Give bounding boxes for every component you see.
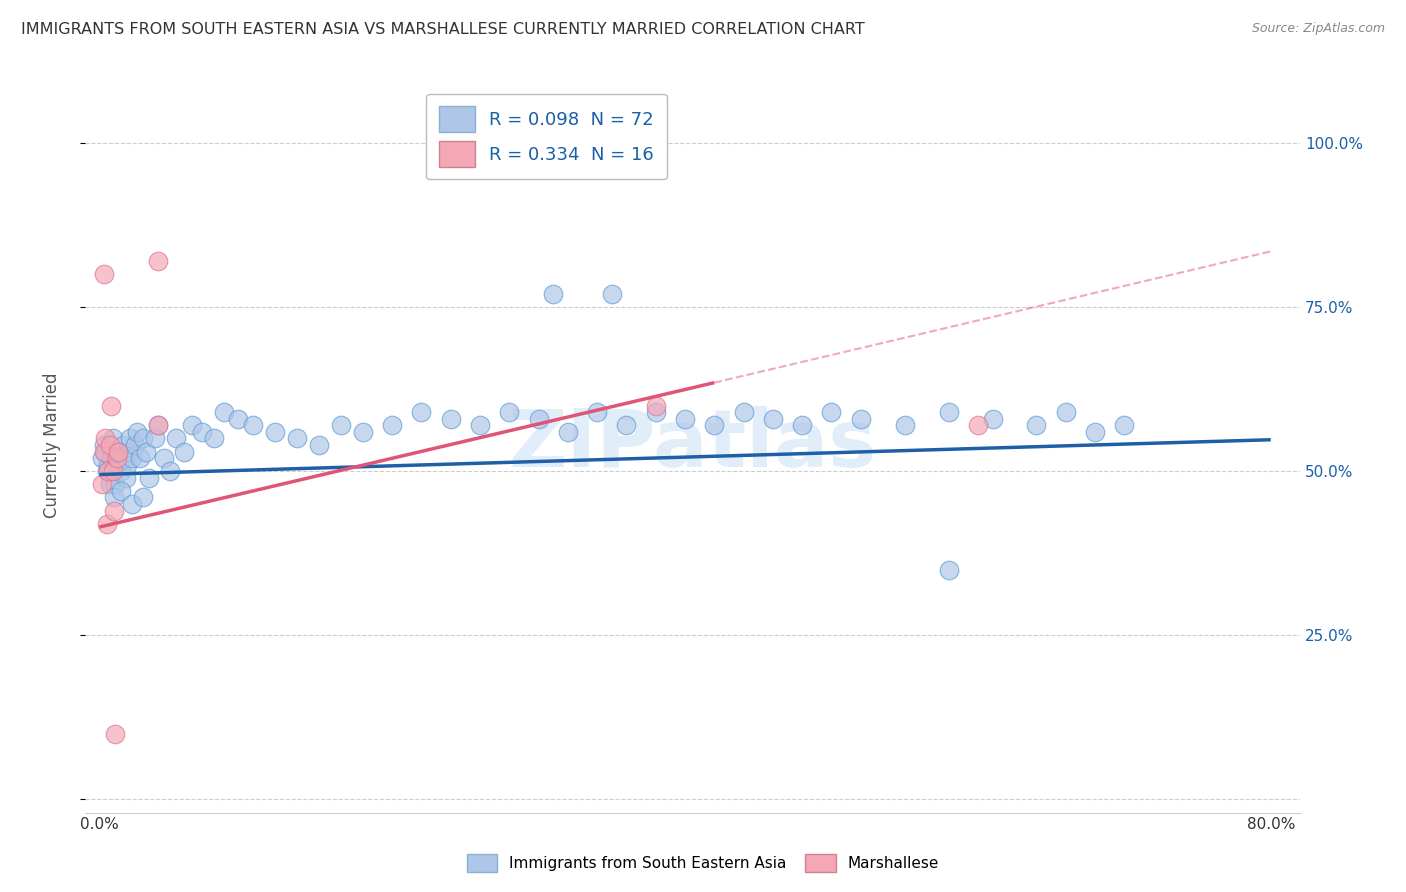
- Point: [264, 425, 287, 439]
- Point: [644, 405, 666, 419]
- Point: [527, 411, 550, 425]
- Point: [94, 432, 117, 446]
- Point: [938, 405, 960, 419]
- Point: [96, 516, 118, 531]
- Point: [762, 411, 785, 425]
- Point: [191, 425, 214, 439]
- Point: [97, 464, 120, 478]
- Point: [93, 444, 115, 458]
- Point: [96, 464, 118, 478]
- Point: [165, 432, 187, 446]
- Point: [212, 405, 235, 419]
- Text: Source: ZipAtlas.com: Source: ZipAtlas.com: [1251, 22, 1385, 36]
- Point: [820, 405, 842, 419]
- Point: [118, 444, 141, 458]
- Point: [146, 254, 169, 268]
- Point: [586, 405, 609, 419]
- Point: [152, 451, 174, 466]
- Point: [498, 405, 520, 419]
- Point: [285, 432, 308, 446]
- Text: ZIPatlas: ZIPatlas: [508, 406, 876, 484]
- Y-axis label: Currently Married: Currently Married: [44, 372, 60, 517]
- Point: [108, 444, 131, 458]
- Point: [100, 451, 122, 466]
- Point: [91, 477, 114, 491]
- Point: [1025, 418, 1047, 433]
- Point: [143, 432, 166, 446]
- Point: [893, 418, 915, 433]
- Point: [381, 418, 404, 433]
- Point: [110, 464, 132, 478]
- Point: [792, 418, 814, 433]
- Point: [557, 425, 579, 439]
- Point: [703, 418, 725, 433]
- Point: [114, 471, 136, 485]
- Point: [112, 451, 135, 466]
- Point: [103, 503, 125, 517]
- Point: [97, 458, 120, 472]
- Point: [673, 411, 696, 425]
- Point: [600, 287, 623, 301]
- Point: [616, 418, 638, 433]
- Point: [132, 491, 155, 505]
- Point: [132, 432, 155, 446]
- Point: [105, 451, 128, 466]
- Point: [180, 418, 202, 433]
- Point: [115, 458, 138, 472]
- Point: [543, 287, 565, 301]
- Point: [159, 464, 181, 478]
- Point: [146, 418, 169, 433]
- Point: [135, 444, 157, 458]
- Point: [98, 477, 121, 491]
- Point: [127, 425, 149, 439]
- Point: [107, 458, 129, 472]
- Point: [93, 438, 115, 452]
- Point: [120, 432, 142, 446]
- Point: [100, 399, 122, 413]
- Point: [468, 418, 491, 433]
- Point: [104, 477, 127, 491]
- Legend: R = 0.098  N = 72, R = 0.334  N = 16: R = 0.098 N = 72, R = 0.334 N = 16: [426, 94, 666, 179]
- Point: [1054, 405, 1077, 419]
- Point: [173, 444, 195, 458]
- Point: [103, 464, 125, 478]
- Point: [1114, 418, 1136, 433]
- Point: [849, 411, 872, 425]
- Point: [938, 563, 960, 577]
- Point: [146, 418, 169, 433]
- Point: [121, 451, 143, 466]
- Point: [98, 438, 121, 452]
- Point: [228, 411, 250, 425]
- Point: [93, 268, 115, 282]
- Point: [308, 438, 330, 452]
- Point: [411, 405, 433, 419]
- Point: [103, 491, 125, 505]
- Point: [107, 444, 129, 458]
- Point: [967, 418, 990, 433]
- Point: [330, 418, 353, 433]
- Point: [644, 399, 666, 413]
- Point: [94, 444, 117, 458]
- Point: [111, 438, 134, 452]
- Point: [138, 471, 160, 485]
- Point: [733, 405, 755, 419]
- Legend: Immigrants from South Eastern Asia, Marshallese: Immigrants from South Eastern Asia, Mars…: [458, 846, 948, 880]
- Point: [121, 497, 143, 511]
- Point: [110, 483, 132, 498]
- Point: [101, 432, 124, 446]
- Point: [981, 411, 1004, 425]
- Point: [1084, 425, 1107, 439]
- Point: [352, 425, 374, 439]
- Text: IMMIGRANTS FROM SOUTH EASTERN ASIA VS MARSHALLESE CURRENTLY MARRIED CORRELATION : IMMIGRANTS FROM SOUTH EASTERN ASIA VS MA…: [21, 22, 865, 37]
- Point: [101, 464, 124, 478]
- Point: [105, 451, 128, 466]
- Point: [124, 438, 146, 452]
- Point: [104, 727, 127, 741]
- Point: [440, 411, 463, 425]
- Point: [129, 451, 152, 466]
- Point: [202, 432, 225, 446]
- Point: [91, 451, 114, 466]
- Point: [242, 418, 264, 433]
